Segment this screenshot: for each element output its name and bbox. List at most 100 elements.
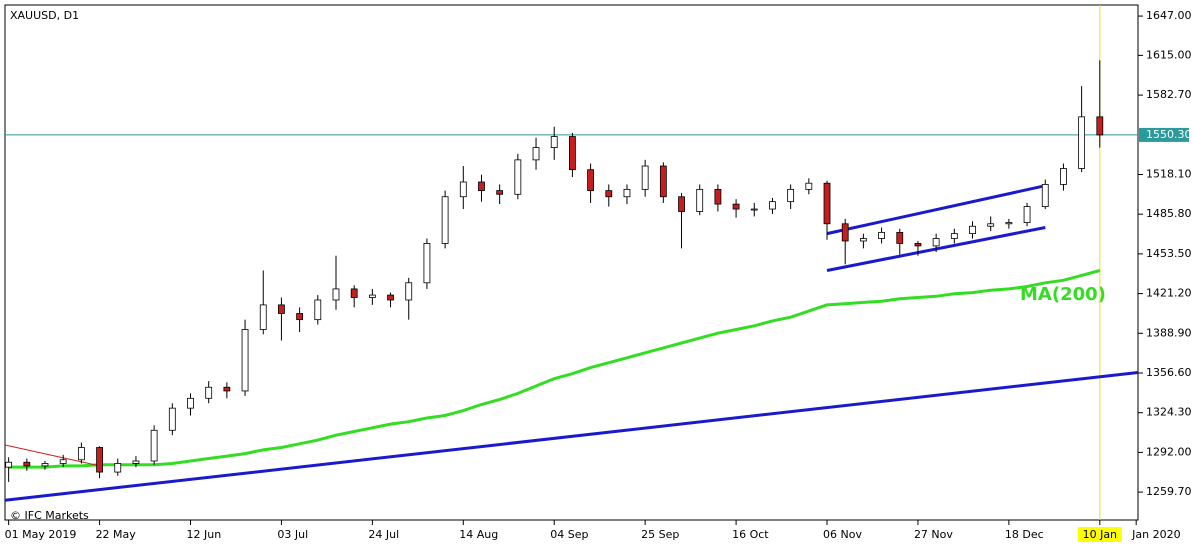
candle-body [296,313,304,321]
plot-frame [4,4,1139,521]
x-tick-label: 22 May [96,528,137,541]
candle-body [914,243,922,247]
candle-body [23,461,31,467]
candle-body [441,196,449,244]
x-tick-label: 10 Jan [1083,528,1117,541]
x-tick-label: 18 Dec [1005,528,1044,541]
candle-body [1060,168,1067,185]
ma-label: MA(200) [1020,284,1106,305]
y-tick-label: 1292.00 [1146,445,1192,458]
x-tick-label: 16 Oct [732,528,769,541]
candle-body [859,238,867,242]
x-tick-label: 14 Aug [459,528,498,541]
x-tick-label: 27 Nov [914,528,953,541]
candle-body [896,231,904,244]
candle-body [1005,222,1013,225]
y-tick-label: 1582.70 [1146,88,1192,101]
candle-body [387,294,394,301]
x-tick-label: 01 May 2019 [5,528,77,541]
trendline [826,184,1046,236]
candle-body [1078,116,1086,169]
y-tick-label: 1324.30 [1146,406,1192,419]
y-tick-label: 1615.00 [1146,48,1192,61]
candle-body [769,201,776,210]
y-tick-label: 1259.70 [1146,485,1192,498]
trendline [4,444,100,467]
candle-body [587,169,594,191]
candle-body [787,188,795,203]
candle-body [114,463,122,473]
x-highlight [1077,527,1122,542]
candle-body [350,288,358,298]
x-tick-label: 06 Nov [823,528,862,541]
candle-body [514,159,522,195]
price-label: 1550.30 [1146,128,1192,141]
candle-body [259,304,267,330]
chart-title: XAUUSD, D1 [10,9,79,22]
candle-body [750,208,758,211]
candle-body [205,386,213,399]
x-tick-label: 25 Sep [641,528,679,541]
candle-body [732,203,740,210]
candle-body [423,243,431,284]
price-box [1139,127,1189,142]
candle-body [459,181,467,198]
candle-body [987,223,995,227]
trendline [4,371,1139,502]
plot-area [4,5,1139,520]
candle-body [478,181,485,191]
y-tick-label: 1647.00 [1146,9,1192,22]
candle-body [278,304,285,314]
candle-body [550,136,558,148]
candle-body [1096,116,1104,136]
candle-body [59,459,67,464]
x-tick-label: 12 Jun [186,528,221,541]
y-tick-label: 1356.60 [1146,366,1192,379]
y-tick-label: 1421.20 [1146,287,1192,300]
candle-body [605,190,613,198]
candle-body [5,461,13,468]
ma-line [8,269,1101,469]
candle-body [187,397,194,409]
candle-body [77,447,85,461]
candle-body [823,182,831,225]
candle-body [932,238,940,247]
candle-body [641,165,649,190]
x-tick-label: Jan 2020 [1131,528,1180,541]
y-tick-label: 1518.10 [1146,167,1192,180]
candle-body [332,288,340,301]
candle-body [314,299,322,321]
candle-body [678,196,685,212]
x-tick-label: 03 Jul [277,528,308,541]
candle-body [714,188,722,205]
candle-body [368,294,376,298]
candle-body [496,190,504,195]
candle-body [223,386,231,392]
candle-body [405,282,413,301]
candle-body [150,429,158,462]
candle-body [805,182,813,190]
x-tick-label: 04 Sep [550,528,588,541]
candle-body [623,188,631,198]
candle-body [241,329,249,392]
candle-body [841,223,849,242]
y-tick-label: 1388.90 [1146,326,1192,339]
candle-body [1023,206,1031,223]
candle-body [1041,184,1049,207]
y-tick-label: 1485.80 [1146,207,1192,220]
candle-body [132,460,140,464]
candle-body [950,233,958,239]
candle-body [41,463,49,467]
candle-body [168,407,176,431]
x-tick-label: 24 Jul [368,528,399,541]
candle-body [659,165,667,198]
y-tick-label: 1453.50 [1146,247,1192,260]
candle-body [969,225,976,235]
candle-body [696,188,704,212]
candle-body [532,147,540,161]
credit: © IFC Markets [10,509,89,522]
candle-body [569,136,576,171]
candle-body [878,231,885,239]
candle-body [96,447,103,473]
